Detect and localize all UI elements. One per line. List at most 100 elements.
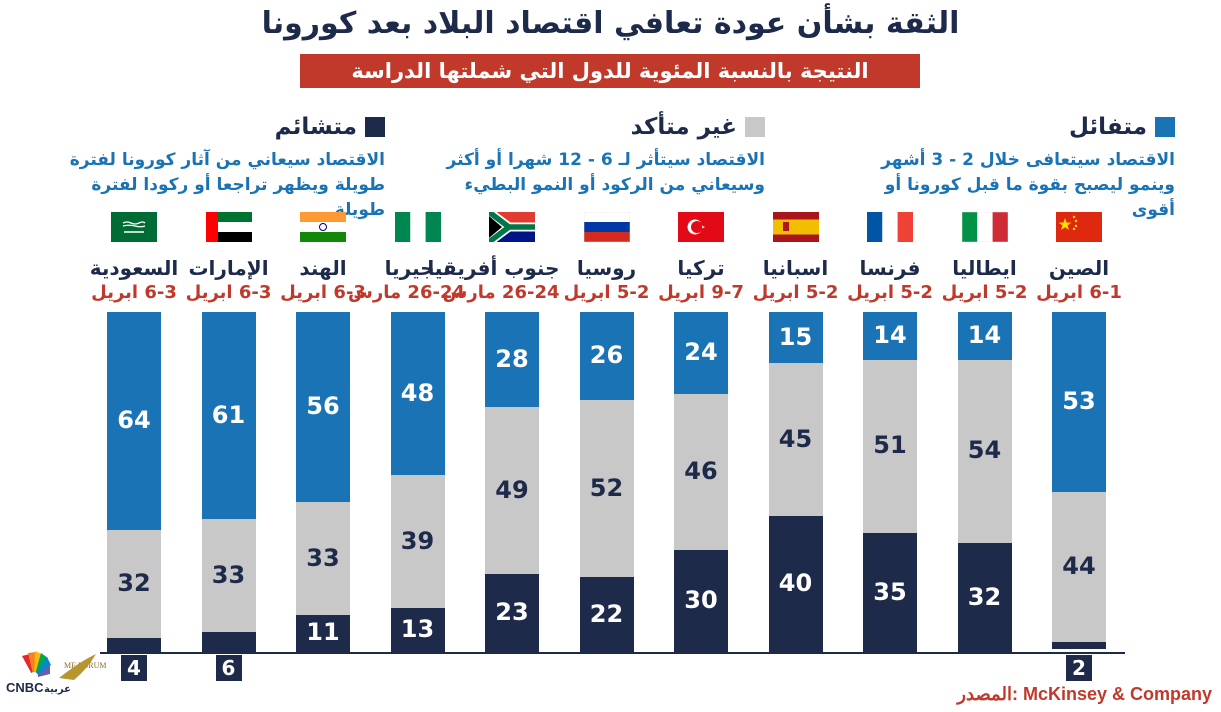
survey-date-label: 6-3 ابريل: [280, 282, 366, 303]
flag-icon-india: [300, 212, 346, 242]
country-label: اسبانيا: [762, 256, 829, 280]
country-label: نيجيريا: [384, 256, 451, 280]
data-label: 15: [778, 322, 813, 351]
data-label: 61: [211, 400, 246, 429]
data-label: 6: [215, 655, 242, 681]
legend-optimistic: متفائل الاقتصاد سيتعافى خلال 2 - 3 أشهر …: [845, 114, 1175, 223]
chart-baseline: [100, 652, 1125, 654]
bar-segment: [768, 312, 823, 363]
flag-icon-saudi-arabia: [111, 212, 157, 242]
bar-segment: [485, 407, 539, 574]
svg-text:عربية: عربية: [44, 684, 71, 695]
data-label: 51: [873, 431, 907, 460]
legend-desc-pessimistic: الاقتصاد سيعاني من آثار كورونا لفترة طوي…: [69, 150, 385, 220]
data-label: 40: [778, 569, 813, 597]
bar-segment: [674, 393, 728, 550]
bar-segment: [107, 312, 161, 530]
survey-date-label: 26-24 مارس: [348, 282, 465, 303]
data-label: 26: [589, 341, 624, 370]
bar-segment: [863, 312, 917, 360]
country-label: الإمارات: [188, 256, 269, 280]
bar-segment: [296, 312, 350, 503]
data-label: 49: [495, 475, 529, 504]
flag-icon-france: [867, 212, 913, 242]
flag-icon-south-africa: [486, 208, 535, 246]
bar-segment: [863, 359, 917, 533]
bar-segment: [1052, 641, 1106, 649]
bar-segment: [768, 363, 823, 516]
data-label: 13: [400, 614, 435, 643]
bar-segment: [390, 312, 445, 476]
data-label: 2: [1066, 655, 1092, 681]
bar-segment: [579, 577, 634, 652]
data-label: 23: [495, 597, 529, 626]
country-label: فرنسا: [859, 256, 921, 280]
flag-icon-nigeria: [394, 212, 441, 242]
flag-icon-china: [1056, 212, 1102, 242]
bar-segment: [1052, 312, 1106, 493]
bar-segment: [296, 614, 350, 652]
subtitle-band: النتيجة بالنسبة المئوية للدول التي شملته…: [300, 54, 920, 88]
data-label: 33: [306, 543, 340, 572]
data-label: 53: [1062, 387, 1096, 416]
bar-segment: [296, 502, 350, 615]
data-label: 32: [967, 582, 1002, 611]
data-label: 48: [400, 378, 435, 407]
country-label: ايطاليا: [952, 256, 1017, 280]
flag-icon-russia: [583, 211, 630, 243]
survey-date-label: 9-7 ابريل: [658, 282, 744, 303]
data-label: 35: [873, 577, 907, 606]
legend-swatch-uncertain: [745, 117, 765, 137]
bar-segment: [107, 638, 161, 652]
country-label: السعودية: [89, 256, 179, 280]
bar-segment: [674, 312, 728, 394]
data-label: 24: [684, 337, 718, 366]
country-label: الصين: [1048, 256, 1110, 280]
legend-label-pessimistic: متشائم: [274, 114, 357, 140]
bar-segment: [1052, 492, 1106, 642]
chart-subtitle: النتيجة بالنسبة المئوية للدول التي شملته…: [351, 59, 869, 83]
bar-segment: [957, 543, 1012, 652]
country-label: جنوب أفريقيا: [427, 256, 560, 280]
survey-date-label: 5-2 ابريل: [847, 282, 933, 303]
survey-date-label: 5-2 ابريل: [563, 282, 650, 303]
legend-desc-optimistic: الاقتصاد سيتعافى خلال 2 - 3 أشهر وينمو ل…: [881, 150, 1175, 220]
bar-segment: [957, 312, 1012, 360]
country-label: تركيا: [677, 256, 725, 280]
bar-segment: [579, 400, 634, 578]
data-label: 22: [589, 599, 624, 628]
bar-segment: [863, 533, 917, 652]
flag-icon-italy: [961, 211, 1008, 243]
bar-segment: [201, 312, 256, 520]
data-label: 44: [1062, 552, 1096, 580]
flag-icon-turkey: [678, 212, 724, 242]
legend-pessimistic: متشائم الاقتصاد سيعاني من آثار كورونا لف…: [55, 114, 385, 223]
legend-label-optimistic: متفائل: [1069, 114, 1147, 140]
data-label: 52: [589, 473, 624, 502]
survey-date-label: 5-2 ابريل: [941, 282, 1028, 303]
source-note: المصدر: McKinsey & Company: [957, 684, 1212, 704]
legend-swatch-pessimistic: [365, 117, 385, 137]
bar-segment: [485, 573, 539, 652]
data-label: 32: [117, 569, 151, 597]
bar-segment: [201, 519, 256, 632]
country-label: الهند: [299, 256, 347, 280]
data-label: 28: [495, 344, 529, 373]
data-label: 39: [400, 526, 435, 555]
data-label: 14: [873, 320, 907, 349]
data-label: 56: [306, 392, 340, 421]
legend-label-uncertain: غير متأكد: [630, 114, 737, 140]
bar-segment: [201, 631, 256, 652]
country-label: روسيا: [576, 256, 637, 280]
bar-segment: [390, 607, 445, 652]
data-label: 54: [967, 436, 1002, 465]
survey-date-label: 6-3 ابريل: [91, 282, 177, 303]
survey-date-label: 5-2 ابريل: [752, 282, 839, 303]
bar-segment: [107, 529, 161, 639]
data-label: 4: [121, 655, 147, 681]
legend-uncertain: غير متأكد الاقتصاد سيتأثر لـ 6 - 12 شهرا…: [435, 114, 765, 198]
bar-segment: [957, 359, 1012, 544]
cnbc-logo: CNBC عربية ME FORUM: [4, 648, 124, 708]
data-label: 14: [967, 320, 1002, 349]
chart-title: الثقة بشأن عودة تعافي اقتصاد البلاد بعد …: [261, 6, 960, 41]
